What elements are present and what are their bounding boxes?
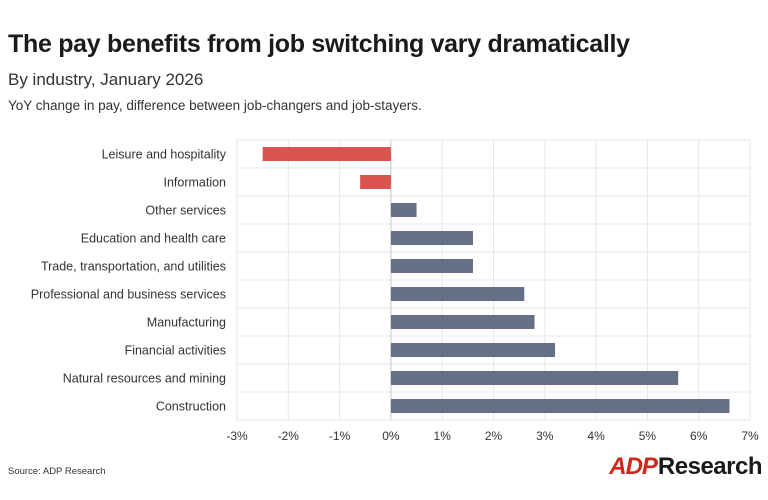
category-label: Trade, transportation, and utilities [41, 260, 226, 274]
adp-logo-mark: ADP [609, 453, 658, 480]
bar [360, 175, 391, 189]
bar [390, 259, 473, 273]
x-tick-label: 6% [690, 429, 708, 440]
category-label: Education and health care [81, 232, 226, 246]
bar [390, 203, 417, 217]
logo-wordmark: Research [657, 453, 763, 480]
category-label: Financial activities [125, 344, 226, 358]
adp-research-logo: ADP Research [609, 452, 762, 482]
chart-description: YoY change in pay, difference between jo… [8, 98, 422, 113]
x-tick-label: 0% [382, 429, 400, 440]
x-tick-label: 3% [536, 429, 554, 440]
bar [390, 231, 473, 245]
x-tick-label: 7% [741, 429, 759, 440]
x-tick-label: 5% [639, 429, 657, 440]
chart-title: The pay benefits from job switching vary… [8, 30, 630, 58]
bar-chart: -3% -2% -1% 0% 1% 2% 3% 4% 5% 6% 7% Leisure and hos… [31, 139, 759, 440]
x-tick-label: -3% [226, 429, 248, 440]
x-tick-label: -2% [278, 429, 300, 440]
bar [390, 399, 730, 413]
bar [262, 147, 391, 161]
bar [390, 287, 525, 301]
source-note: Source: ADP Research [8, 466, 106, 477]
bar [390, 315, 535, 329]
category-label: Leisure and hospitality [102, 148, 227, 162]
bar [390, 371, 679, 385]
x-tick-label: 4% [587, 429, 605, 440]
x-tick-label: -1% [329, 429, 351, 440]
category-label: Manufacturing [147, 316, 226, 330]
chart-subtitle: By industry, January 2026 [8, 70, 204, 89]
x-tick-label: 1% [434, 429, 452, 440]
category-label: Other services [145, 204, 226, 218]
bar [390, 343, 556, 357]
category-label: Construction [156, 400, 226, 414]
category-label: Natural resources and mining [63, 372, 226, 386]
category-label: Professional and business services [31, 288, 226, 302]
x-tick-label: 2% [485, 429, 503, 440]
category-label: Information [163, 176, 226, 190]
